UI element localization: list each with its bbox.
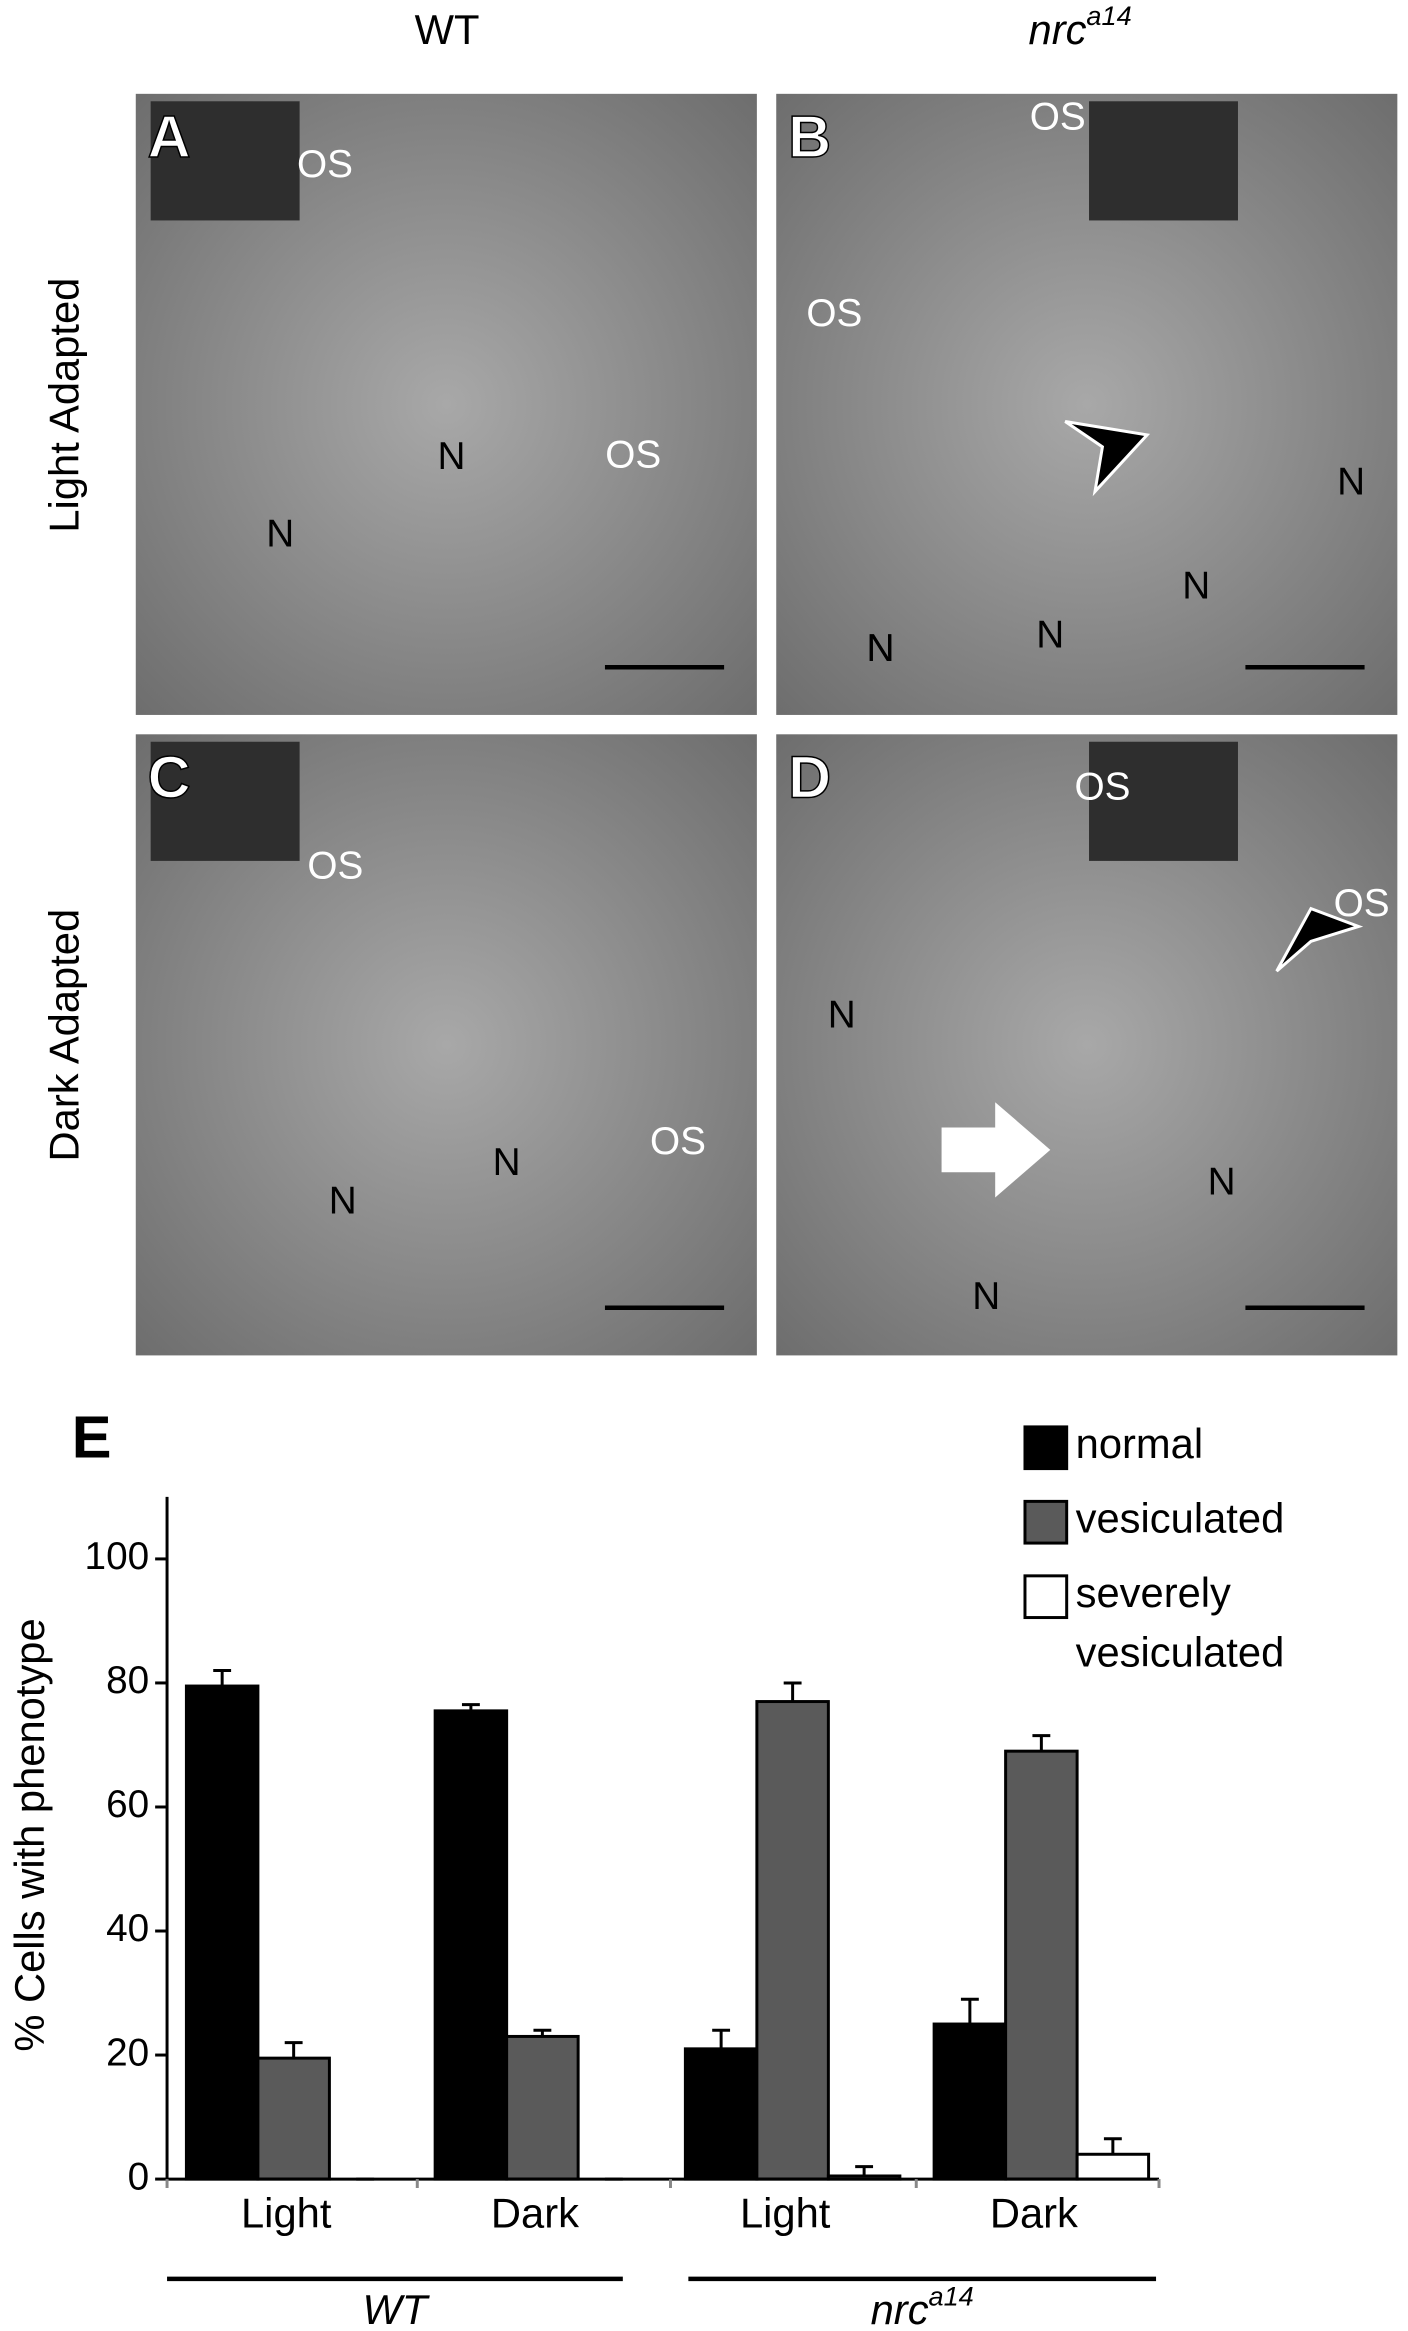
structure-label: N <box>1036 614 1064 657</box>
panel-letter: B <box>788 103 831 170</box>
y-tick-label: 0 <box>128 2155 150 2198</box>
column-label: WT <box>415 6 480 53</box>
error-bar <box>855 2165 874 2176</box>
legend-label: vesiculated <box>1075 1495 1285 1542</box>
row-label: Dark Adapted <box>40 909 87 1162</box>
group-label: nrca14 <box>871 2281 974 2331</box>
panel-letter: A <box>148 103 191 170</box>
panel-letter: E <box>72 1404 112 1471</box>
bar <box>1075 2152 1151 2181</box>
y-tick-label: 80 <box>106 1659 149 1702</box>
bar <box>1004 1749 1079 2181</box>
group-label-sup: a14 <box>929 2281 974 2312</box>
error-bar <box>213 1669 232 1687</box>
arrowhead <box>1064 420 1151 497</box>
structure-label: N <box>493 1141 521 1184</box>
error-bar <box>461 1703 480 1711</box>
error-bar <box>960 1997 979 2025</box>
panel-letter: C <box>148 744 191 811</box>
arrowhead <box>1275 906 1364 973</box>
group-label: WT <box>363 2286 430 2331</box>
structure-label: N <box>828 994 856 1037</box>
legend-swatch <box>1023 1499 1069 1545</box>
structure-label: OS <box>1030 95 1086 138</box>
bar <box>932 2022 1008 2181</box>
error-bar <box>284 2041 303 2059</box>
structure-label: N <box>1182 565 1210 608</box>
legend-entry: normal <box>1075 1420 1204 1468</box>
dark-region <box>150 741 300 861</box>
error-bar <box>533 2028 552 2037</box>
legend-label: severely vesiculated <box>1075 1569 1285 1676</box>
x-tick-label: Dark <box>491 2189 579 2236</box>
bar <box>755 1700 830 2181</box>
structure-label: OS <box>1334 882 1390 925</box>
legend-swatch <box>1023 1425 1069 1471</box>
error-bar <box>783 1681 802 1702</box>
column-label-sup: a14 <box>1086 0 1131 31</box>
y-tick-label: 60 <box>106 1783 149 1826</box>
row-label: Light Adapted <box>40 278 87 533</box>
legend-label: normal <box>1075 1420 1204 1468</box>
column-label: nrca14 <box>1029 0 1132 52</box>
structure-label: OS <box>605 433 661 476</box>
structure-label: OS <box>1074 766 1130 809</box>
structure-label: N <box>438 435 466 478</box>
micrograph <box>776 93 1398 715</box>
y-axis-label: % Cells with phenotype <box>6 1618 53 2051</box>
dark-region <box>150 101 300 221</box>
structure-label: N <box>266 512 294 555</box>
structure-label: N <box>329 1180 357 1223</box>
x-tick-label: Light <box>241 2189 332 2236</box>
x-tick-label: Dark <box>990 2189 1078 2236</box>
legend-entry: vesiculated <box>1075 1495 1285 1542</box>
structure-label: N <box>972 1275 1000 1318</box>
dark-region <box>1089 101 1238 221</box>
y-tick-label: 40 <box>106 1907 149 1950</box>
legend-swatch <box>1023 1574 1069 1620</box>
error-bar <box>712 2028 731 2049</box>
error-bar <box>1032 1734 1051 1752</box>
structure-label: N <box>867 627 895 670</box>
bar <box>256 2056 331 2181</box>
group-label-main: nrc <box>871 2286 929 2331</box>
structure-label: N <box>867 627 895 670</box>
panel-letter: D <box>788 744 831 811</box>
arrow <box>941 1102 1051 1198</box>
micrograph <box>776 734 1398 1356</box>
structure-label: OS <box>297 143 353 186</box>
y-tick-label: 100 <box>85 1535 150 1578</box>
dark-region <box>1089 741 1238 861</box>
y-tick-label: 20 <box>106 2031 149 2074</box>
structure-label: N <box>1208 1160 1236 1203</box>
structure-label: N <box>1337 460 1365 503</box>
legend-entry: severely vesiculated <box>1075 1569 1285 1676</box>
bar <box>505 2034 580 2181</box>
column-label-main: nrc <box>1029 6 1087 53</box>
error-bar <box>1103 2137 1122 2155</box>
structure-label: OS <box>806 292 862 335</box>
bar <box>683 2047 759 2181</box>
bar <box>433 1709 509 2181</box>
structure-label: OS <box>650 1120 706 1163</box>
group-label-main: WT <box>363 2286 430 2331</box>
x-tick-label: Light <box>740 2189 831 2236</box>
bar <box>184 1684 260 2181</box>
structure-label: OS <box>307 845 363 888</box>
